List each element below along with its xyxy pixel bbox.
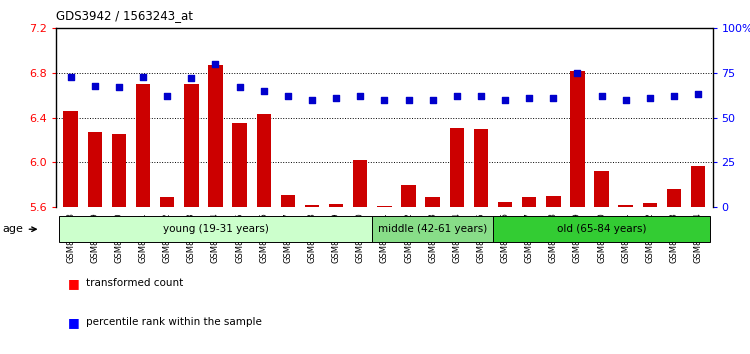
- Bar: [643, 202, 657, 207]
- Bar: [256, 114, 271, 207]
- Bar: [570, 71, 585, 207]
- Point: [403, 97, 415, 103]
- Point: [330, 95, 342, 101]
- Point: [572, 70, 584, 76]
- Point: [161, 93, 173, 99]
- Point: [209, 61, 221, 67]
- Bar: [329, 204, 344, 207]
- Bar: [691, 166, 705, 207]
- Bar: [546, 196, 560, 207]
- Point: [113, 85, 125, 90]
- Point: [137, 74, 149, 79]
- Point: [233, 85, 245, 90]
- Bar: [493, 216, 710, 242]
- Bar: [353, 160, 368, 207]
- Point: [596, 93, 608, 99]
- Bar: [522, 197, 536, 207]
- Bar: [184, 84, 199, 207]
- Text: old (65-84 years): old (65-84 years): [556, 224, 646, 234]
- Bar: [372, 216, 493, 242]
- Point: [427, 97, 439, 103]
- Point: [548, 95, 560, 101]
- Bar: [474, 129, 488, 207]
- Bar: [594, 171, 609, 207]
- Bar: [88, 132, 102, 207]
- Bar: [425, 197, 439, 207]
- Point: [644, 95, 656, 101]
- Text: ■: ■: [68, 316, 80, 329]
- Point: [354, 93, 366, 99]
- Bar: [64, 111, 78, 207]
- Bar: [619, 205, 633, 207]
- Bar: [401, 185, 416, 207]
- Bar: [449, 128, 464, 207]
- Bar: [498, 201, 512, 207]
- Text: transformed count: transformed count: [86, 278, 184, 288]
- Point: [620, 97, 632, 103]
- Point: [668, 93, 680, 99]
- Point: [282, 93, 294, 99]
- Bar: [112, 135, 126, 207]
- Point: [88, 83, 101, 88]
- Bar: [667, 189, 681, 207]
- Point: [378, 97, 390, 103]
- Text: young (19-31 years): young (19-31 years): [163, 224, 268, 234]
- Bar: [160, 197, 175, 207]
- Text: GDS3942 / 1563243_at: GDS3942 / 1563243_at: [56, 9, 194, 22]
- Point: [258, 88, 270, 94]
- Point: [306, 97, 318, 103]
- Point: [64, 74, 76, 79]
- Bar: [280, 195, 295, 207]
- Bar: [304, 205, 320, 207]
- Text: ■: ■: [68, 277, 80, 290]
- Point: [499, 97, 511, 103]
- Text: percentile rank within the sample: percentile rank within the sample: [86, 317, 262, 327]
- Point: [185, 75, 197, 81]
- Text: age: age: [3, 224, 36, 234]
- Point: [692, 92, 704, 97]
- Text: middle (42-61 years): middle (42-61 years): [378, 224, 488, 234]
- Point: [451, 93, 463, 99]
- Point: [524, 95, 536, 101]
- Bar: [377, 206, 392, 207]
- Bar: [232, 123, 247, 207]
- Point: [475, 93, 487, 99]
- Bar: [136, 84, 150, 207]
- Bar: [209, 65, 223, 207]
- Bar: [58, 216, 372, 242]
